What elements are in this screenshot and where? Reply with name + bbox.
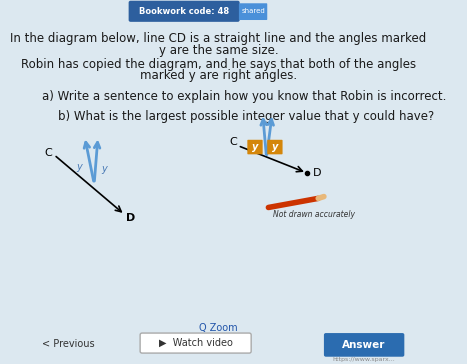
FancyBboxPatch shape — [324, 333, 404, 357]
Text: Bookwork code: 48: Bookwork code: 48 — [139, 7, 229, 16]
Text: y: y — [101, 164, 106, 174]
Text: < Previous: < Previous — [42, 339, 95, 349]
Text: D: D — [312, 168, 321, 178]
FancyBboxPatch shape — [239, 3, 267, 20]
Text: y are the same size.: y are the same size. — [159, 44, 278, 57]
Text: Not drawn accurately: Not drawn accurately — [273, 210, 355, 219]
Text: In the diagram below, line CD is a straight line and the angles marked: In the diagram below, line CD is a strai… — [10, 32, 427, 45]
Text: y: y — [76, 162, 82, 173]
Text: a) Write a sentence to explain how you know that Robin is incorrect.: a) Write a sentence to explain how you k… — [42, 90, 447, 103]
Text: Robin has copied the diagram, and he says that both of the angles: Robin has copied the diagram, and he say… — [21, 58, 416, 71]
Text: b) What is the largest possible integer value that y could have?: b) What is the largest possible integer … — [58, 110, 434, 123]
Text: y: y — [272, 142, 278, 152]
Text: Answer: Answer — [342, 340, 386, 350]
Text: marked y are right angles.: marked y are right angles. — [140, 69, 297, 82]
Text: C: C — [229, 137, 237, 147]
Text: https://www.sparx...: https://www.sparx... — [333, 357, 396, 362]
Text: D: D — [126, 213, 135, 223]
FancyBboxPatch shape — [128, 1, 240, 22]
Text: y: y — [252, 142, 258, 152]
Text: shared: shared — [241, 8, 265, 14]
FancyBboxPatch shape — [248, 140, 262, 154]
Text: ▶  Watch video: ▶ Watch video — [159, 338, 233, 348]
Text: C: C — [44, 148, 52, 158]
FancyBboxPatch shape — [267, 140, 283, 154]
FancyBboxPatch shape — [140, 333, 251, 353]
Text: Q Zoom: Q Zoom — [199, 323, 238, 333]
